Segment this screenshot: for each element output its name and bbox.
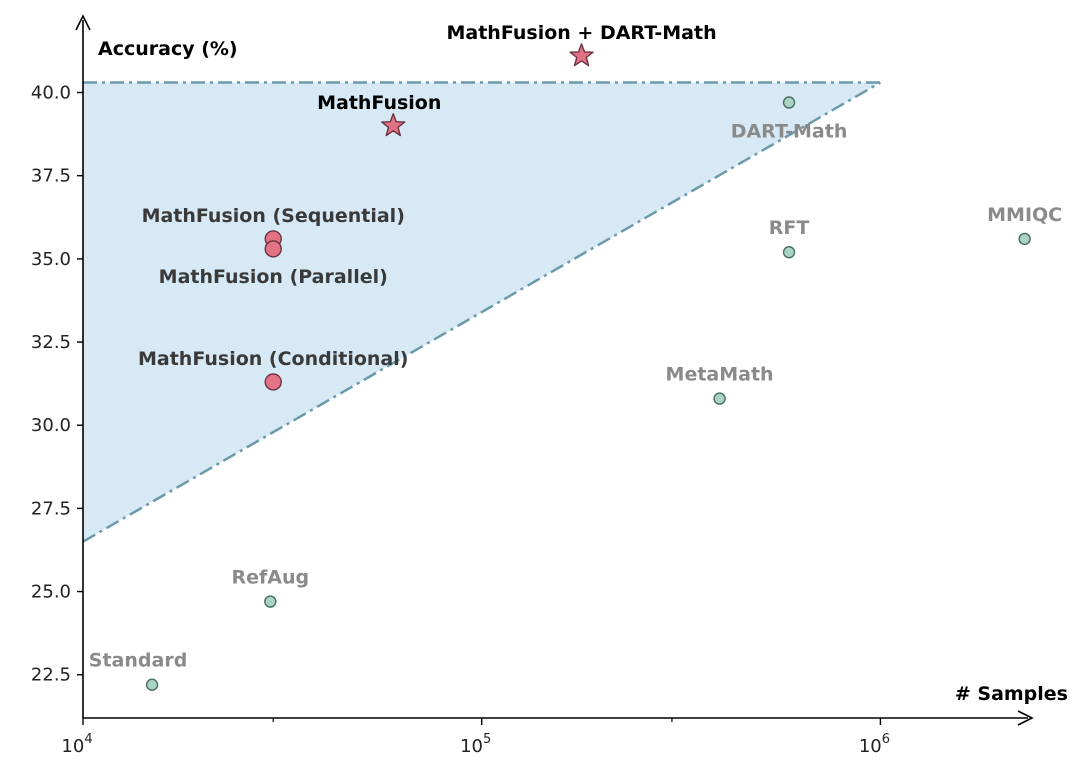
region-diagonal-edge — [82, 81, 882, 543]
mathfusion-label: MathFusion (Parallel) — [159, 266, 388, 288]
y-axis-title: Accuracy (%) — [98, 38, 238, 60]
baseline-point — [713, 392, 726, 405]
star-label: MathFusion — [317, 92, 441, 114]
star-point — [569, 43, 594, 67]
mathfusion-point — [264, 373, 282, 391]
baseline-label: RefAug — [232, 567, 310, 589]
x-tick-label: 104 — [61, 732, 92, 757]
y-tick-label: 22.5 — [31, 665, 71, 686]
baseline-point — [264, 595, 277, 608]
axis-ticks: 22.5 25.0 27.5 30.0 32.5 35.0 37.5 40.0 104 105 10… — [31, 83, 890, 757]
star-label: MathFusion + DART-Math — [447, 22, 717, 44]
y-tick-label: 25.0 — [31, 582, 71, 603]
baseline-point — [782, 246, 796, 259]
y-tick-label: 27.5 — [31, 498, 71, 519]
mathfusion-point — [264, 240, 282, 258]
baseline-label: MMIQC — [987, 204, 1062, 226]
x-tick-label: 105 — [460, 732, 491, 757]
y-tick-label: 35.0 — [31, 249, 71, 270]
star-point — [381, 113, 406, 137]
baseline-label: MetaMath — [666, 364, 774, 386]
x-axis-arrow — [1017, 710, 1034, 726]
baseline-point — [145, 678, 159, 691]
data-points — [145, 43, 1031, 691]
y-axis-arrow — [75, 14, 91, 31]
baseline-label: Standard — [89, 650, 188, 672]
y-tick-label: 30.0 — [31, 415, 71, 436]
baseline-point — [1018, 232, 1031, 246]
axes — [75, 14, 1034, 726]
mathfusion-label: MathFusion (Conditional) — [138, 348, 408, 370]
mathfusion-label: MathFusion (Sequential) — [142, 205, 405, 227]
baseline-point — [782, 96, 796, 109]
y-tick-label: 32.5 — [31, 332, 71, 353]
y-tick-label: 40.0 — [31, 83, 71, 104]
point-labels: Standard RefAug MetaMath RFT DART-Math MMIQC M… — [89, 22, 1062, 672]
shaded-region-layer — [82, 81, 882, 543]
x-tick-label: 106 — [859, 732, 890, 757]
baseline-label: DART-Math — [731, 121, 848, 143]
x-axis-title: # Samples — [955, 683, 1068, 705]
baseline-label: RFT — [769, 217, 810, 239]
y-tick-label: 37.5 — [31, 166, 71, 187]
